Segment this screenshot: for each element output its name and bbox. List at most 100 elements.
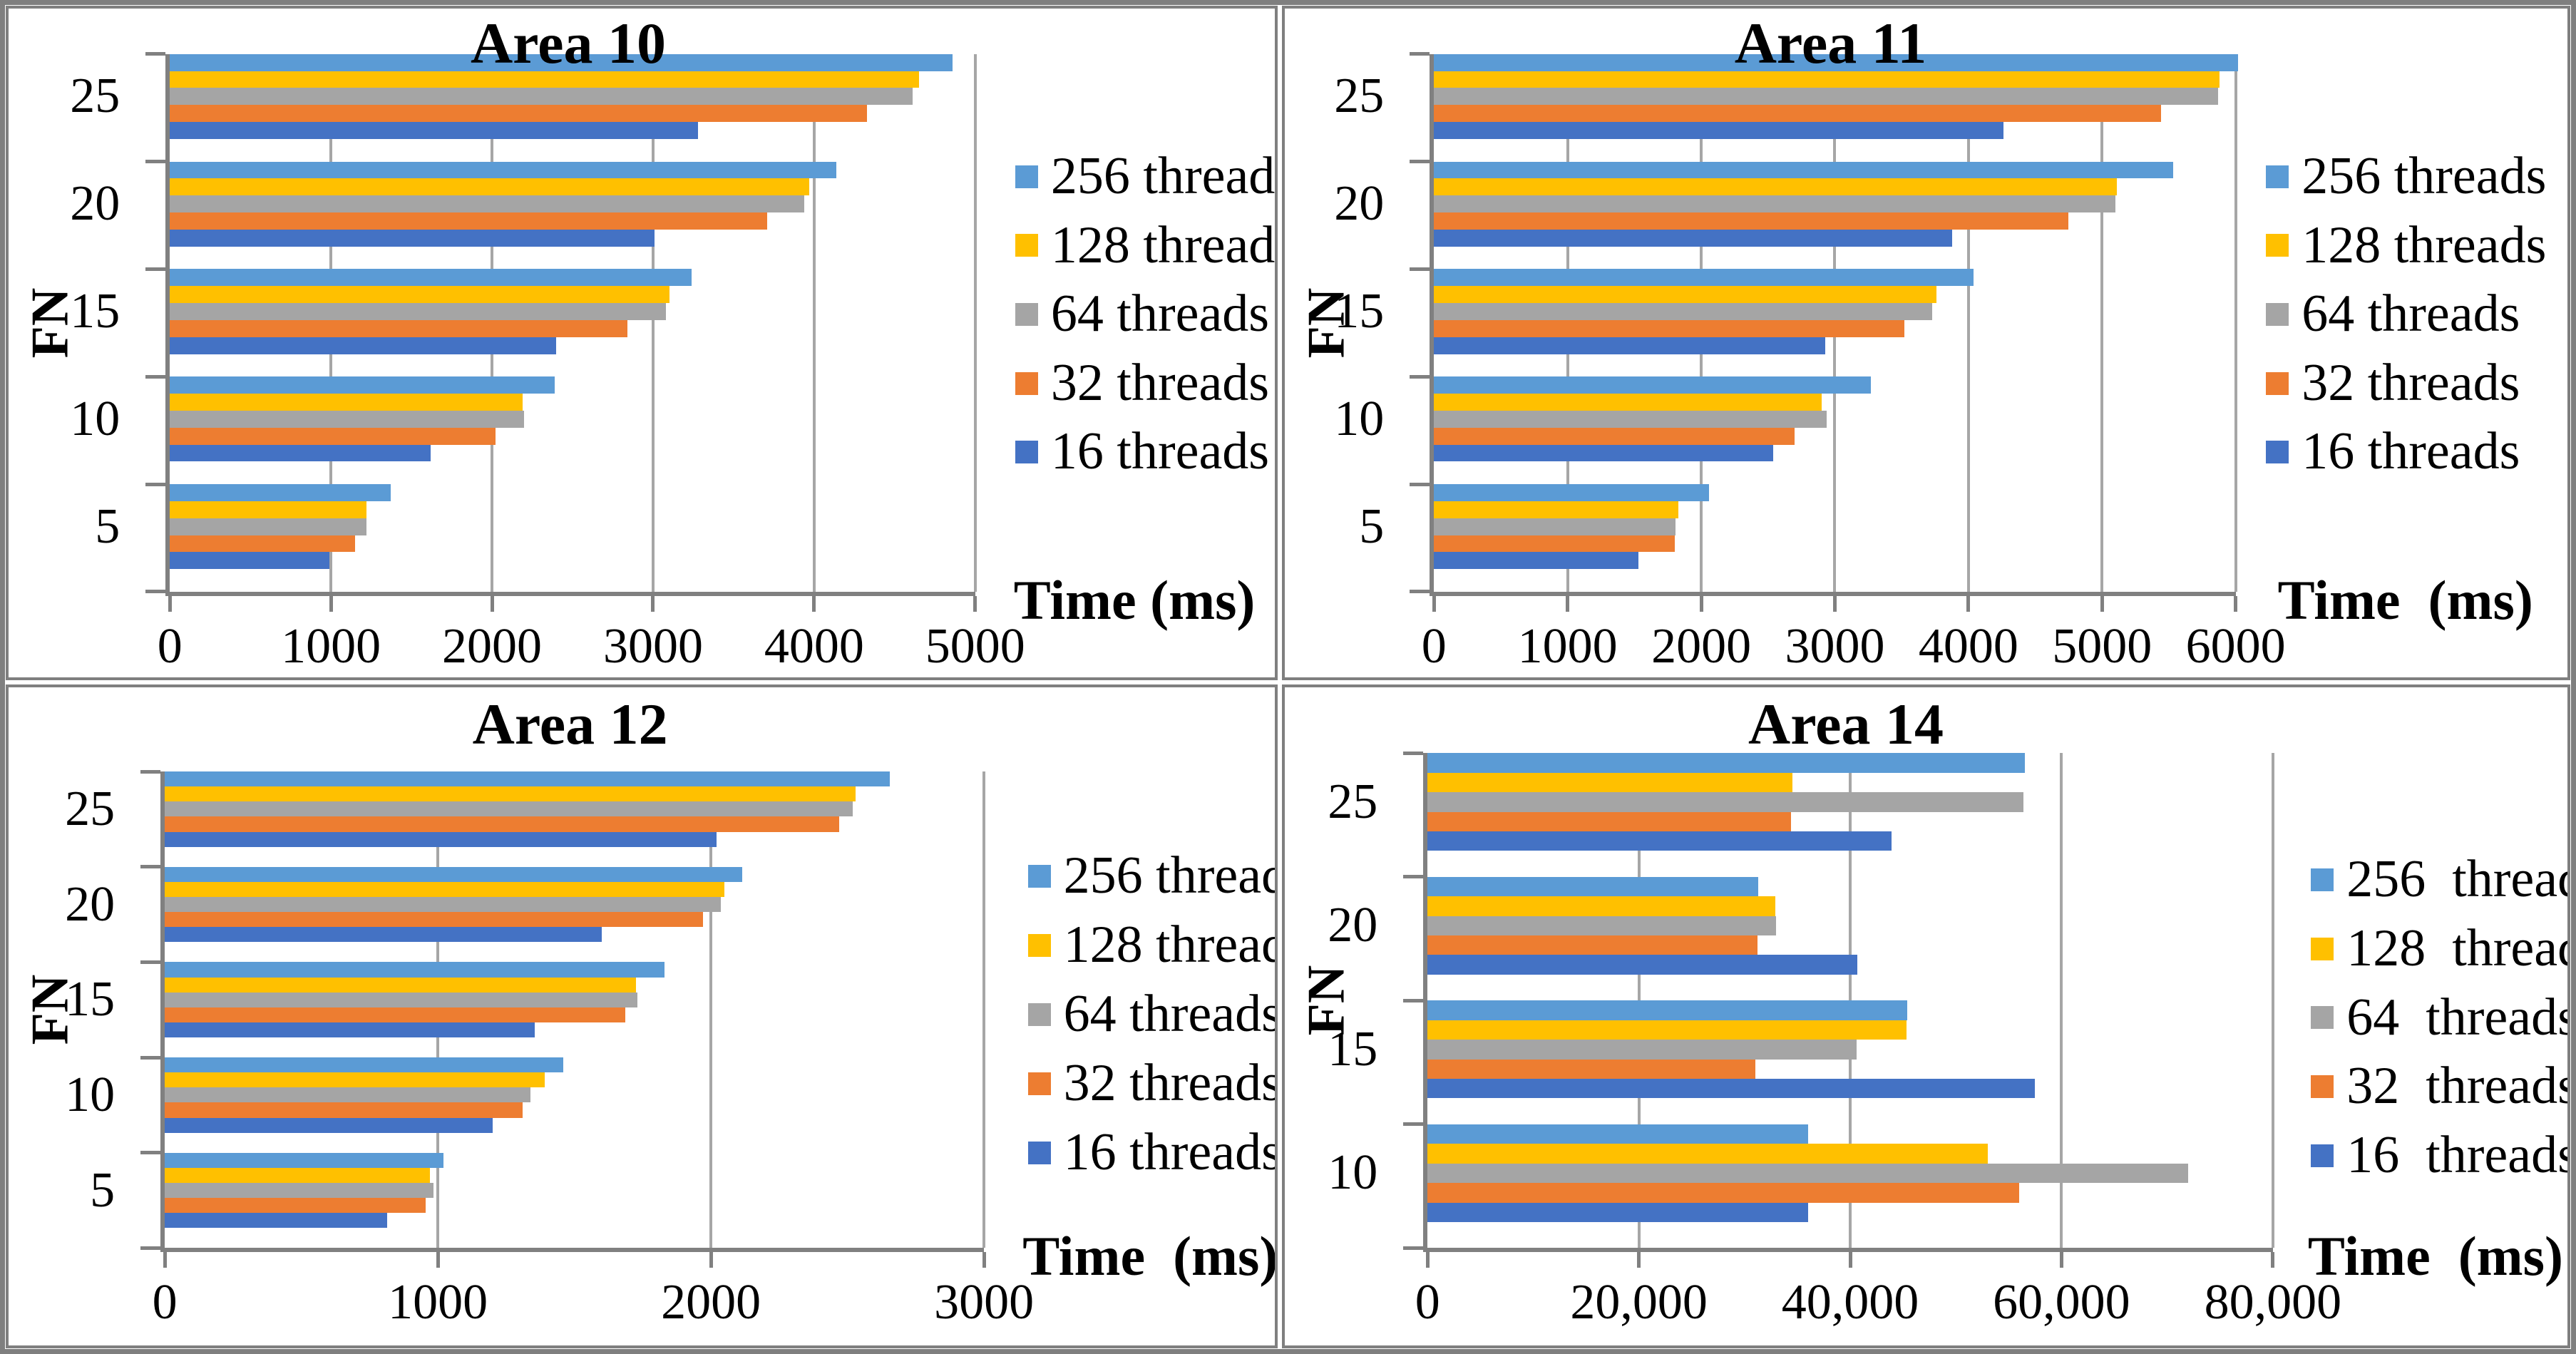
bar-32-threads-fn-10 bbox=[1434, 427, 1795, 445]
bar-32-threads-fn-10 bbox=[170, 427, 496, 445]
bar-256-threads-fn-5 bbox=[165, 1152, 443, 1168]
bar-256-threads-fn-20 bbox=[170, 161, 837, 179]
bar-32-threads-fn-5 bbox=[165, 1198, 426, 1214]
legend-label: 64 threads bbox=[2346, 988, 2570, 1047]
x-axis-tick bbox=[1432, 595, 1436, 612]
x-tick-label: 40,000 bbox=[1781, 1275, 1919, 1330]
bar-32-threads-fn-20 bbox=[1427, 935, 1757, 955]
bar-64-threads-fn-20 bbox=[1427, 916, 1777, 936]
x-tick-label: 2000 bbox=[1651, 618, 1752, 674]
y-axis-tick bbox=[1403, 998, 1424, 1002]
plot-area: 0 1000 2000 3000 5 10 15 20 25 bbox=[65, 769, 1034, 1328]
y-tick-label: 20 bbox=[1328, 898, 1378, 953]
bar-64-threads-fn-15 bbox=[1427, 1040, 1857, 1060]
legend-label: 16 threads bbox=[2346, 1126, 2570, 1185]
legend-label: 16 threads bbox=[1063, 1122, 1278, 1181]
y-axis-tick bbox=[145, 590, 166, 594]
bar-256-threads-fn-10 bbox=[1427, 1124, 1808, 1144]
legend-item: 32 threads bbox=[1027, 1053, 1278, 1112]
bar-256-threads-fn-15 bbox=[170, 269, 692, 287]
bar-128-threads-fn-25 bbox=[165, 786, 856, 802]
y-tick-label: 25 bbox=[1328, 774, 1378, 829]
legend-swatch bbox=[2311, 937, 2334, 960]
x-axis-tick bbox=[982, 1252, 986, 1268]
x-axis-tick bbox=[163, 1252, 167, 1268]
bar-16-threads-fn-5 bbox=[1434, 552, 1638, 570]
legend-item: 128 threads bbox=[1015, 217, 1275, 274]
bar-256-threads-fn-20 bbox=[1434, 161, 2173, 179]
bar-16-threads-fn-10 bbox=[1434, 444, 1774, 462]
bar-128-threads-fn-10 bbox=[165, 1072, 545, 1088]
legend-swatch bbox=[1015, 165, 1038, 188]
gridline bbox=[812, 53, 816, 592]
bar-64-threads-fn-15 bbox=[165, 992, 637, 1007]
bar-128-threads-fn-15 bbox=[1434, 286, 1936, 304]
bar-32-threads-fn-5 bbox=[1434, 535, 1675, 553]
legend-item: 64 threads bbox=[2311, 988, 2570, 1047]
legend-label: 128 threads bbox=[1063, 916, 1275, 975]
legend-label: 128 threads bbox=[2302, 215, 2547, 275]
x-axis-tick bbox=[973, 595, 977, 612]
bar-16-threads-fn-5 bbox=[170, 552, 329, 570]
bar-16-threads-fn-10 bbox=[170, 444, 431, 462]
x-tick-label: 5000 bbox=[2052, 618, 2152, 674]
bar-64-threads-fn-10 bbox=[165, 1087, 531, 1103]
x-axis-tick bbox=[2059, 1252, 2063, 1268]
x-axis-tick bbox=[1637, 1252, 1641, 1268]
x-tick-label: 3000 bbox=[934, 1275, 1035, 1330]
legend-item: 256 threads bbox=[1015, 148, 1275, 205]
y-tick-label: 25 bbox=[70, 68, 120, 124]
x-axis-tick bbox=[709, 1252, 713, 1268]
x-axis-tick bbox=[490, 595, 494, 612]
plot-area: 0 1000 2000 3000 4000 5000 6000 5 10 15 20 25 bbox=[1334, 52, 2286, 671]
bar-128-threads-fn-25 bbox=[170, 71, 919, 88]
bar-32-threads-fn-15 bbox=[165, 1007, 625, 1022]
bar-16-threads-fn-10 bbox=[165, 1117, 493, 1133]
legend-label: 16 threads bbox=[2302, 422, 2520, 481]
legend-item: 128 threads bbox=[2311, 918, 2567, 978]
legend-swatch bbox=[1027, 864, 1051, 888]
bar-16-threads-fn-25 bbox=[170, 122, 699, 139]
legend-label: 32 threads bbox=[2302, 353, 2520, 412]
bar-16-threads-fn-15 bbox=[165, 1022, 535, 1038]
legend-label: 128 threads bbox=[2346, 918, 2567, 978]
x-axis-tick bbox=[1566, 595, 1570, 612]
x-tick-label: 2000 bbox=[661, 1275, 761, 1330]
y-axis-tick bbox=[140, 960, 161, 964]
chart-title: Area 12 bbox=[472, 692, 668, 757]
legend-swatch bbox=[1015, 371, 1038, 395]
bar-64-threads-fn-10 bbox=[1427, 1163, 2189, 1184]
legend-item: 32 threads bbox=[2311, 1059, 2567, 1114]
y-axis-tick bbox=[1403, 751, 1424, 755]
gridline bbox=[982, 771, 986, 1248]
y-axis-tick bbox=[1410, 267, 1430, 271]
y-tick-label: 10 bbox=[70, 391, 120, 446]
y-tick-label: 20 bbox=[1334, 176, 1385, 232]
x-tick-label: 2000 bbox=[442, 618, 543, 674]
y-axis-tick bbox=[1410, 482, 1430, 486]
legend-swatch bbox=[1015, 234, 1038, 257]
bar-32-threads-fn-5 bbox=[170, 535, 355, 553]
x-tick-label: 4000 bbox=[1918, 618, 2018, 674]
legend-swatch bbox=[2266, 234, 2289, 257]
bar-64-threads-fn-10 bbox=[1434, 410, 1827, 428]
x-tick-label: 3000 bbox=[602, 618, 703, 674]
y-axis-tick bbox=[1403, 1246, 1424, 1250]
x-tick-label: 4000 bbox=[764, 618, 864, 674]
chart-title: Area 14 bbox=[1748, 692, 1944, 757]
legend-swatch bbox=[2266, 165, 2289, 188]
legend-label: 32 threads bbox=[1063, 1053, 1278, 1112]
legend-item: 16 threads bbox=[2311, 1126, 2570, 1185]
legend-swatch bbox=[2311, 868, 2334, 891]
bar-256-threads-fn-5 bbox=[1434, 484, 1710, 501]
x-tick-label: 0 bbox=[157, 618, 183, 674]
y-axis-tick bbox=[145, 160, 166, 164]
legend-swatch bbox=[1027, 1141, 1051, 1164]
legend-swatch bbox=[2311, 1144, 2334, 1168]
bar-16-threads-fn-20 bbox=[1434, 229, 1953, 247]
x-tick-label: 0 bbox=[152, 1275, 178, 1330]
bar-16-threads-fn-25 bbox=[1434, 122, 2003, 139]
legend-label: 256 threads bbox=[1063, 846, 1275, 906]
y-axis-tick bbox=[140, 769, 161, 774]
bar-16-threads-fn-25 bbox=[165, 831, 717, 847]
